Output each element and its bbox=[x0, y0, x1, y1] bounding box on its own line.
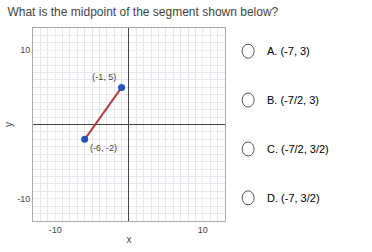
svg-text:10: 10 bbox=[20, 45, 30, 55]
svg-text:(-6, -2): (-6, -2) bbox=[90, 143, 117, 153]
svg-text:x: x bbox=[126, 234, 131, 245]
svg-text:-10: -10 bbox=[17, 194, 30, 204]
svg-text:-10: -10 bbox=[49, 225, 62, 235]
svg-text:y: y bbox=[3, 122, 14, 127]
svg-text:A. (-7, 3): A. (-7, 3) bbox=[267, 45, 310, 57]
svg-text:D. (-7, 3/2): D. (-7, 3/2) bbox=[267, 192, 320, 204]
svg-text:10: 10 bbox=[198, 225, 208, 235]
svg-text:(-1, 5): (-1, 5) bbox=[92, 72, 116, 82]
svg-text:C. (-7/2, 3/2): C. (-7/2, 3/2) bbox=[267, 143, 329, 155]
svg-text:What is the midpoint of the se: What is the midpoint of the segment show… bbox=[7, 5, 278, 19]
svg-text:B. (-7/2, 3): B. (-7/2, 3) bbox=[267, 94, 319, 106]
